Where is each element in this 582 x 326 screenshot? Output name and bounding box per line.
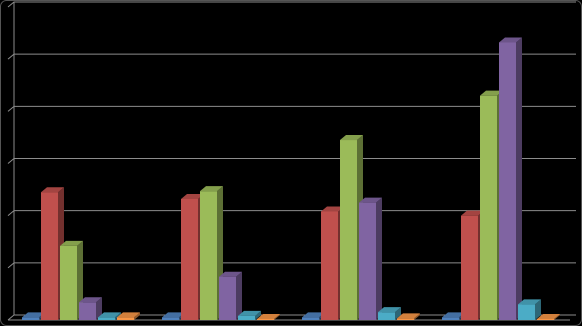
- bar-side: [516, 37, 522, 321]
- bar-top: [79, 297, 102, 303]
- bar-top: [499, 37, 522, 43]
- bar-top: [302, 312, 325, 318]
- bar: [79, 302, 96, 320]
- bar: [537, 318, 554, 320]
- bar-side: [96, 297, 102, 320]
- bar-top: [537, 313, 560, 319]
- bar-top: [461, 210, 484, 216]
- bar-top: [359, 197, 382, 203]
- bar-top: [117, 312, 140, 318]
- bar: [321, 211, 338, 320]
- bar-top: [60, 240, 83, 246]
- bar-top: [378, 307, 401, 313]
- bar-side: [395, 307, 401, 320]
- bar-top: [442, 312, 465, 318]
- bar-side: [376, 197, 382, 320]
- bar: [200, 191, 217, 320]
- bar-side: [535, 299, 541, 320]
- bar: [442, 317, 459, 320]
- bar-top: [238, 310, 261, 316]
- bar-top: [219, 271, 242, 277]
- bar-side: [134, 312, 140, 320]
- bar-side: [236, 271, 242, 320]
- bar-top: [200, 186, 223, 192]
- bar: [499, 42, 516, 321]
- bar-top: [480, 90, 503, 96]
- bar: [98, 317, 115, 320]
- bar: [518, 304, 535, 320]
- bar: [117, 317, 134, 320]
- bar: [22, 317, 39, 320]
- bar-top: [41, 187, 64, 193]
- bar-side: [274, 313, 280, 320]
- bar-side: [255, 310, 261, 320]
- bar: [181, 198, 198, 320]
- bar: [302, 317, 319, 320]
- bar: [162, 317, 179, 320]
- bar: [257, 318, 274, 320]
- bar: [359, 202, 376, 320]
- bar-side: [414, 313, 420, 320]
- bar: [480, 95, 497, 320]
- bar-top: [257, 313, 280, 319]
- bar-top: [340, 135, 363, 141]
- bar-top: [518, 299, 541, 305]
- bar-top: [98, 312, 121, 318]
- bar: [219, 276, 236, 320]
- bar: [41, 192, 58, 320]
- bar: [461, 215, 478, 320]
- bar-side: [115, 312, 121, 320]
- bar-top: [181, 193, 204, 199]
- bar-top: [22, 312, 45, 318]
- bar: [60, 245, 77, 320]
- bar-top: [397, 313, 420, 319]
- bar-top: [321, 206, 344, 212]
- bar: [238, 315, 255, 320]
- bar: [340, 140, 357, 320]
- bar: [397, 318, 414, 320]
- bar: [378, 312, 395, 320]
- bar-side: [554, 313, 560, 320]
- bar-top: [162, 312, 185, 318]
